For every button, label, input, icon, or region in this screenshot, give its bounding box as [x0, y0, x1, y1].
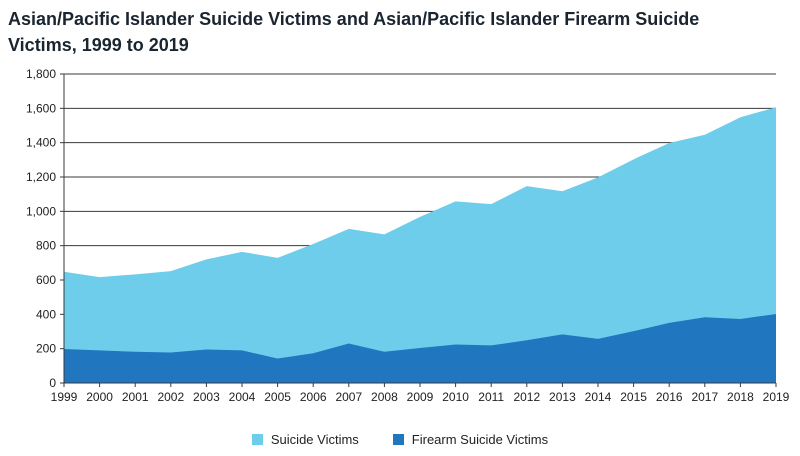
plot-areas — [64, 107, 776, 384]
x-tick-label: 2010 — [442, 390, 469, 404]
legend-label-suicide-victims: Suicide Victims — [270, 432, 359, 447]
legend-swatch-suicide-victims — [251, 434, 263, 445]
y-tick-label: 200 — [36, 342, 56, 356]
x-tick-label: 2008 — [371, 390, 398, 404]
x-tick-label: 2001 — [122, 390, 149, 404]
legend-item-firearm-suicide-victims: Firearm Suicide Victims — [392, 432, 549, 447]
x-tick-label: 2012 — [513, 390, 540, 404]
x-tick-label: 2017 — [691, 390, 718, 404]
legend: Suicide Victims Firearm Suicide Victims — [0, 432, 800, 447]
y-tick-label: 800 — [36, 239, 56, 253]
y-tick-labels: 0 200 400 600 800 1,000 1,200 1,400 1,600 1,800 — [26, 67, 64, 390]
y-tick-label: 0 — [49, 376, 56, 390]
x-tick-label: 2005 — [264, 390, 291, 404]
x-tick-label: 2018 — [727, 390, 754, 404]
y-tick-label: 1,600 — [26, 101, 56, 115]
y-tick-label: 1,800 — [26, 67, 56, 81]
x-tick-label: 1999 — [51, 390, 78, 404]
x-tick-label: 2013 — [549, 390, 576, 404]
y-tick-label: 600 — [36, 273, 56, 287]
x-tick-label: 2015 — [620, 390, 647, 404]
x-tick-label: 2000 — [86, 390, 113, 404]
y-tick-label: 1,200 — [26, 170, 56, 184]
y-tick-label: 1,000 — [26, 204, 56, 218]
x-tick-label: 2009 — [407, 390, 434, 404]
x-tick-label: 2011 — [478, 390, 504, 404]
legend-item-suicide-victims: Suicide Victims — [251, 432, 359, 447]
x-tick-label: 2016 — [656, 390, 683, 404]
chart-title: Asian/Pacific Islander Suicide Victims a… — [8, 9, 700, 55]
x-tick-label: 2003 — [193, 390, 220, 404]
y-tick-label: 1,400 — [26, 136, 56, 150]
x-tick-label: 2002 — [157, 390, 184, 404]
x-tick-label: 2014 — [585, 390, 612, 404]
x-tick-label: 2006 — [300, 390, 327, 404]
legend-label-firearm-suicide-victims: Firearm Suicide Victims — [411, 432, 549, 447]
x-tick-label: 2007 — [335, 390, 362, 404]
area-firearm-suicide-victims — [64, 313, 776, 383]
y-tick-label: 400 — [36, 307, 56, 321]
x-tick-labels: 1999 2000 2001 2002 2003 2004 2005 2006 2007 2008… — [51, 383, 790, 404]
x-tick-label: 2019 — [763, 390, 790, 404]
legend-swatch-firearm-suicide-victims — [392, 434, 404, 445]
x-tick-label: 2004 — [229, 390, 256, 404]
area-suicide-victims — [64, 107, 776, 384]
